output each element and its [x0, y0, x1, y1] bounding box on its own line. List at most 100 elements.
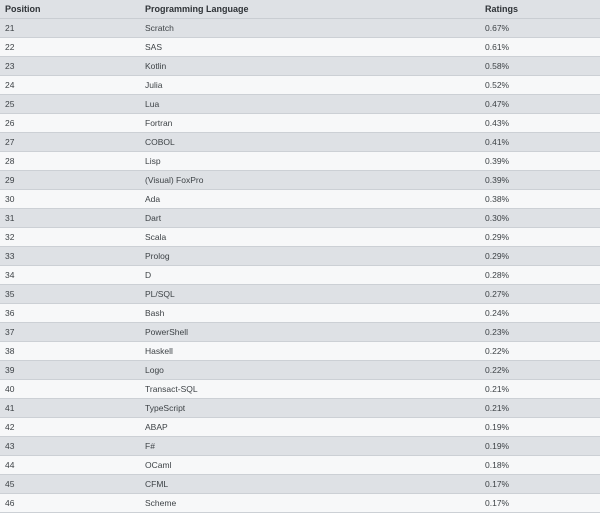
position-cell: 29	[0, 170, 143, 190]
table-row: 45 CFML 0.17%	[0, 474, 600, 494]
position-cell: 23	[0, 56, 143, 76]
table-row: 28 Lisp 0.39%	[0, 151, 600, 171]
language-cell: TypeScript	[143, 398, 483, 418]
table-row: 22 SAS 0.61%	[0, 37, 600, 57]
language-cell: Transact-SQL	[143, 379, 483, 399]
table-row: 46 Scheme 0.17%	[0, 493, 600, 513]
rating-cell: 0.39%	[483, 151, 600, 171]
table-row: 25 Lua 0.47%	[0, 94, 600, 114]
rating-cell: 0.18%	[483, 455, 600, 475]
language-cell: (Visual) FoxPro	[143, 170, 483, 190]
position-cell: 43	[0, 436, 143, 456]
table-row: 24 Julia 0.52%	[0, 75, 600, 95]
position-cell: 41	[0, 398, 143, 418]
rating-cell: 0.22%	[483, 341, 600, 361]
position-cell: 42	[0, 417, 143, 437]
position-cell: 30	[0, 189, 143, 209]
table-row: 38 Haskell 0.22%	[0, 341, 600, 361]
language-cell: Logo	[143, 360, 483, 380]
language-cell: Scheme	[143, 493, 483, 513]
rating-cell: 0.17%	[483, 474, 600, 494]
position-cell: 22	[0, 37, 143, 57]
header-language: Programming Language	[143, 0, 483, 19]
table-row: 39 Logo 0.22%	[0, 360, 600, 380]
position-cell: 31	[0, 208, 143, 228]
header-row: Position Programming Language Ratings	[0, 0, 600, 19]
language-cell: Lisp	[143, 151, 483, 171]
position-cell: 33	[0, 246, 143, 266]
table-row: 32 Scala 0.29%	[0, 227, 600, 247]
language-cell: Kotlin	[143, 56, 483, 76]
language-cell: COBOL	[143, 132, 483, 152]
table-row: 43 F# 0.19%	[0, 436, 600, 456]
table-row: 30 Ada 0.38%	[0, 189, 600, 209]
rating-cell: 0.23%	[483, 322, 600, 342]
table-row: 34 D 0.28%	[0, 265, 600, 285]
language-cell: Bash	[143, 303, 483, 323]
position-cell: 36	[0, 303, 143, 323]
language-cell: Fortran	[143, 113, 483, 133]
rating-cell: 0.27%	[483, 284, 600, 304]
header-position: Position	[0, 0, 143, 19]
position-cell: 46	[0, 493, 143, 513]
position-cell: 24	[0, 75, 143, 95]
header-ratings: Ratings	[483, 0, 600, 19]
table-row: 26 Fortran 0.43%	[0, 113, 600, 133]
language-cell: Prolog	[143, 246, 483, 266]
position-cell: 38	[0, 341, 143, 361]
rating-cell: 0.17%	[483, 493, 600, 513]
table-row: 37 PowerShell 0.23%	[0, 322, 600, 342]
rating-cell: 0.52%	[483, 75, 600, 95]
position-cell: 34	[0, 265, 143, 285]
rating-cell: 0.39%	[483, 170, 600, 190]
table-row: 36 Bash 0.24%	[0, 303, 600, 323]
table-row: 33 Prolog 0.29%	[0, 246, 600, 266]
rating-cell: 0.30%	[483, 208, 600, 228]
language-cell: Haskell	[143, 341, 483, 361]
language-cell: ABAP	[143, 417, 483, 437]
language-cell: OCaml	[143, 455, 483, 475]
table-row: 35 PL/SQL 0.27%	[0, 284, 600, 304]
language-cell: Dart	[143, 208, 483, 228]
language-cell: F#	[143, 436, 483, 456]
rating-cell: 0.21%	[483, 379, 600, 399]
rating-cell: 0.29%	[483, 246, 600, 266]
rating-cell: 0.61%	[483, 37, 600, 57]
table-row: 41 TypeScript 0.21%	[0, 398, 600, 418]
table-body: 21 Scratch 0.67% 22 SAS 0.61% 23 Kotlin 0.58% 24 J…	[0, 18, 600, 513]
position-cell: 27	[0, 132, 143, 152]
rating-cell: 0.38%	[483, 189, 600, 209]
rating-cell: 0.41%	[483, 132, 600, 152]
table-header: Position Programming Language Ratings	[0, 0, 600, 19]
language-cell: Julia	[143, 75, 483, 95]
rating-cell: 0.19%	[483, 436, 600, 456]
position-cell: 39	[0, 360, 143, 380]
table-row: 40 Transact-SQL 0.21%	[0, 379, 600, 399]
position-cell: 32	[0, 227, 143, 247]
language-cell: Scala	[143, 227, 483, 247]
rating-cell: 0.19%	[483, 417, 600, 437]
table-row: 44 OCaml 0.18%	[0, 455, 600, 475]
position-cell: 21	[0, 18, 143, 38]
rating-cell: 0.28%	[483, 265, 600, 285]
language-cell: PowerShell	[143, 322, 483, 342]
rating-cell: 0.21%	[483, 398, 600, 418]
position-cell: 35	[0, 284, 143, 304]
table-row: 42 ABAP 0.19%	[0, 417, 600, 437]
language-cell: PL/SQL	[143, 284, 483, 304]
language-cell: SAS	[143, 37, 483, 57]
table-row: 23 Kotlin 0.58%	[0, 56, 600, 76]
table-row: 29 (Visual) FoxPro 0.39%	[0, 170, 600, 190]
position-cell: 26	[0, 113, 143, 133]
language-cell: Lua	[143, 94, 483, 114]
position-cell: 44	[0, 455, 143, 475]
table-row: 27 COBOL 0.41%	[0, 132, 600, 152]
position-cell: 37	[0, 322, 143, 342]
language-cell: Scratch	[143, 18, 483, 38]
rating-cell: 0.24%	[483, 303, 600, 323]
table-row: 21 Scratch 0.67%	[0, 18, 600, 38]
language-cell: D	[143, 265, 483, 285]
language-cell: CFML	[143, 474, 483, 494]
rating-cell: 0.67%	[483, 18, 600, 38]
